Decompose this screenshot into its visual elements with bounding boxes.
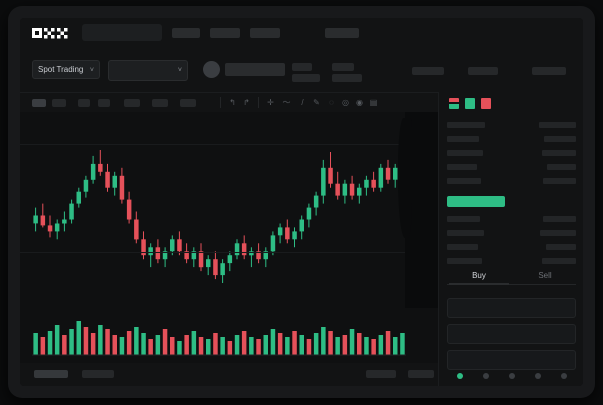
buy-sell-divider [447, 284, 576, 285]
interval-5[interactable] [152, 99, 168, 107]
ask-row-3-size [547, 164, 576, 170]
grid-line [20, 252, 438, 253]
pagination-dot-0[interactable] [457, 373, 463, 379]
interval-6[interactable] [180, 99, 196, 107]
grid-line [20, 144, 438, 145]
brush-icon[interactable]: ✎ [313, 98, 320, 107]
nav-item-0[interactable] [172, 28, 200, 38]
eye-icon[interactable]: ◉ [356, 98, 363, 107]
market-stat-1 [292, 74, 320, 82]
trendline-icon[interactable]: / [301, 98, 304, 107]
orderbook-all-icon[interactable] [449, 98, 459, 109]
wave-icon[interactable]: 〜 [282, 98, 291, 107]
buy-tab-underline [449, 283, 509, 285]
market-stat-2 [332, 63, 354, 71]
volume-chart [20, 317, 438, 363]
interval-1[interactable] [52, 99, 66, 107]
tab-sell[interactable]: Sell [538, 271, 552, 280]
pagination-dot-1[interactable] [483, 373, 489, 379]
nav-item-2[interactable] [250, 28, 280, 38]
ask-row-4[interactable] [447, 178, 481, 184]
search-input[interactable] [82, 24, 162, 41]
bid-row-0[interactable] [447, 216, 480, 222]
crosshair-icon[interactable]: ✛ [267, 98, 274, 107]
chevron-down-icon: ˅ [89, 67, 94, 74]
tab-chart-1[interactable] [82, 370, 114, 378]
bid-row-1-size [540, 230, 576, 236]
ask-row-1-size [544, 136, 576, 142]
volume-series [32, 321, 406, 356]
top-navigation-bar [20, 18, 583, 48]
candlestick-series [33, 150, 405, 283]
tab-chart-2[interactable] [366, 370, 396, 378]
tablet-device-frame: Spot Trading ˅ ˅ ↰ [8, 6, 595, 398]
ask-row-4-size [543, 178, 576, 184]
candlestick-chart[interactable] [20, 112, 438, 317]
magnet-icon[interactable]: ◎ [342, 98, 349, 107]
ask-row-3[interactable] [447, 164, 477, 170]
tab-chart-3[interactable] [408, 370, 434, 378]
pagination-dot-4[interactable] [561, 373, 567, 379]
tab-chart-0[interactable] [34, 370, 68, 378]
chart-bottom-tabs [20, 363, 438, 386]
ask-row-1[interactable] [447, 136, 479, 142]
bid-row-2-size [546, 244, 576, 250]
interval-2[interactable] [78, 99, 90, 107]
ask-row-0-size [539, 122, 576, 128]
pagination-dot-2[interactable] [509, 373, 515, 379]
chart-toolbar: ↰ ↱ ✛ 〜 / ✎ ◌ ◎ ◉ ▤ [20, 92, 438, 113]
trading-pair-select[interactable]: ˅ [108, 60, 188, 81]
bid-row-1[interactable] [447, 230, 484, 236]
ask-row-2-size [542, 150, 576, 156]
bid-row-0-size [543, 216, 576, 222]
nav-item-3[interactable] [325, 28, 359, 38]
last-price-value [225, 63, 285, 76]
order-book-panel: Buy Sell [438, 92, 583, 386]
undo-icon[interactable]: ↰ [229, 98, 236, 107]
trash-icon[interactable]: ▤ [369, 98, 378, 107]
interval-active[interactable] [32, 99, 46, 107]
market-stat-4 [412, 67, 444, 75]
toolbar-divider [220, 97, 221, 108]
okx-logo[interactable] [32, 26, 74, 40]
trading-mode-label: Spot Trading [38, 65, 84, 74]
trading-mode-select[interactable]: Spot Trading ˅ [32, 60, 100, 79]
market-stat-6 [532, 67, 566, 75]
market-stat-0 [292, 63, 312, 71]
chevron-down-icon: ˅ [177, 67, 182, 74]
bid-row-2[interactable] [447, 244, 478, 250]
bid-row-3-size [542, 258, 576, 264]
market-stat-3 [332, 74, 362, 82]
coin-avatar [203, 61, 220, 78]
market-stat-5 [468, 67, 498, 75]
order-total-input[interactable] [447, 350, 576, 370]
ask-row-2[interactable] [447, 150, 483, 156]
order-price-input[interactable] [447, 298, 576, 318]
bid-row-3[interactable] [447, 258, 482, 264]
orderbook-asks-icon[interactable] [481, 98, 491, 109]
order-amount-input[interactable] [447, 324, 576, 344]
toolbar-divider-2 [258, 97, 259, 108]
occlusion-shadow-edge [398, 118, 412, 238]
market-header-bar: Spot Trading ˅ ˅ [20, 48, 583, 92]
tab-buy[interactable]: Buy [472, 271, 486, 280]
orderbook-bids-icon[interactable] [465, 98, 475, 109]
spread-price-highlight [447, 196, 505, 207]
interval-3[interactable] [98, 99, 110, 107]
screen: Spot Trading ˅ ˅ ↰ [20, 18, 583, 386]
nav-item-1[interactable] [210, 28, 240, 38]
pagination-dot-3[interactable] [535, 373, 541, 379]
redo-icon[interactable]: ↱ [243, 98, 250, 107]
interval-4[interactable] [124, 99, 140, 107]
text-icon[interactable]: ◌ [329, 98, 334, 107]
ask-row-0[interactable] [447, 122, 485, 128]
